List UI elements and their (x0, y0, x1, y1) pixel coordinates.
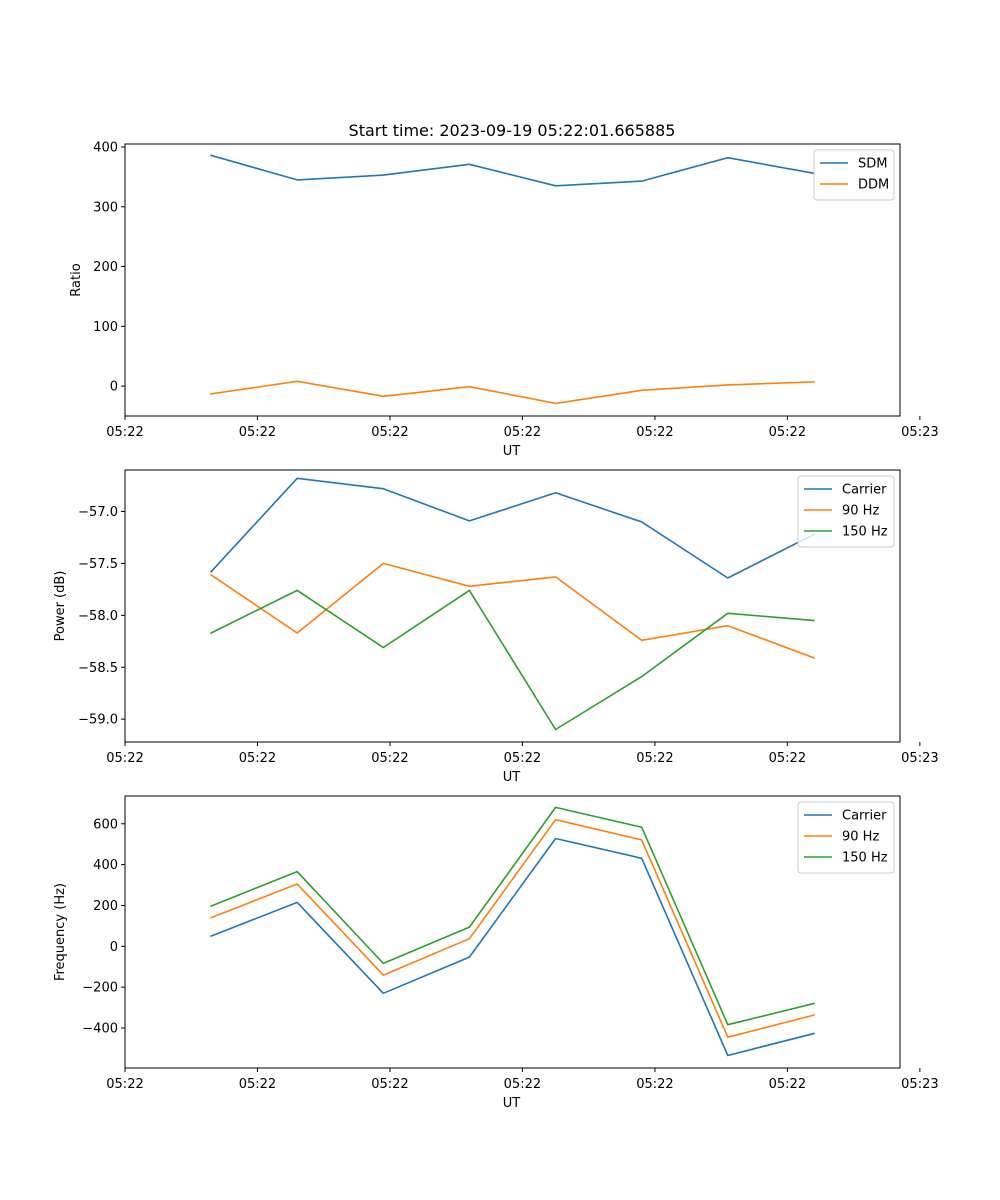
legend: SDM DDM (813, 149, 895, 201)
x-tick-label: 05:22 (371, 425, 408, 440)
x-axis-label: UT (503, 1096, 521, 1111)
series-line-150-hz (210, 806, 815, 1026)
y-tick-label: 0 (110, 940, 118, 955)
x-tick-label: 05:22 (504, 425, 541, 440)
figure-title: Start time: 2023-09-19 05:22:01.665885 (349, 121, 676, 140)
y-tick-label: −400 (82, 1021, 118, 1036)
x-tick-label: 05:22 (106, 751, 143, 766)
axes-frame (124, 143, 901, 417)
y-tick-label: −58.0 (78, 609, 118, 624)
y-tick-label: 200 (93, 899, 118, 914)
legend: Carrier 90 Hz 150 Hz (797, 801, 895, 874)
chart-ratio: 0 100 200 300 400 05:22 05:22 05:22 05:22 05:22 05… (69, 140, 939, 459)
x-tick-label: 05:22 (239, 425, 276, 440)
legend-label-carrier: Carrier (842, 483, 887, 498)
legend-label-150-hz: 150 Hz (842, 851, 888, 866)
x-tick-label: 05:22 (769, 751, 806, 766)
x-tick-label: 05:22 (636, 1077, 673, 1092)
y-tick-label: 400 (93, 140, 118, 155)
legend-box (797, 475, 895, 548)
y-tick-label: −59.0 (78, 713, 118, 728)
series-line-sdm (210, 154, 815, 187)
x-tick-label: 05:22 (504, 751, 541, 766)
legend-box (797, 801, 895, 874)
x-axis-label: UT (503, 770, 521, 785)
series-line-90-hz (210, 818, 815, 1038)
legend-label-90-hz: 90 Hz (842, 504, 879, 519)
legend-label-sdm: SDM (858, 157, 887, 172)
y-tick-label: −58.5 (78, 661, 118, 676)
series-line-carrier (209, 477, 815, 579)
series-line-90-hz (209, 562, 815, 659)
x-tick-label: 05:22 (239, 751, 276, 766)
x-tick-label: 05:23 (901, 1077, 938, 1092)
series-line-ddm (210, 380, 815, 405)
legend: Carrier 90 Hz 150 Hz (797, 475, 895, 548)
y-tick-label: −200 (82, 981, 118, 996)
chart-frequency: 600 400 200 0 −200 −400 05:22 05:22 05:22 05:22 05… (53, 795, 939, 1111)
series-line-carrier (210, 837, 815, 1057)
x-tick-label: 05:22 (371, 751, 408, 766)
y-tick-label: −57.5 (78, 557, 118, 572)
x-tick-label: 05:22 (106, 425, 143, 440)
x-axis-label: UT (503, 444, 521, 459)
x-tick-label: 05:23 (901, 425, 938, 440)
y-tick-label: 0 (110, 380, 118, 395)
plots: 0 100 200 300 400 05:22 05:22 05:22 05:22 05:22 05… (53, 140, 939, 1111)
series-line-150-hz (210, 589, 815, 731)
legend-label-150-hz: 150 Hz (842, 525, 888, 540)
x-tick-label: 05:22 (636, 751, 673, 766)
x-tick-label: 05:22 (504, 1077, 541, 1092)
x-tick-label: 05:22 (371, 1077, 408, 1092)
legend-label-90-hz: 90 Hz (842, 830, 879, 845)
legend-label-ddm: DDM (858, 178, 889, 193)
y-axis-label: Frequency (Hz) (53, 883, 68, 981)
x-tick-label: 05:22 (769, 425, 806, 440)
y-axis-label: Power (dB) (53, 571, 68, 642)
axes-frame (124, 469, 901, 743)
x-tick-label: 05:22 (636, 425, 673, 440)
y-tick-label: 100 (93, 320, 118, 335)
x-tick-label: 05:22 (239, 1077, 276, 1092)
y-axis-label: Ratio (69, 263, 84, 296)
axes-frame (124, 795, 901, 1069)
x-tick-label: 05:22 (106, 1077, 143, 1092)
legend-label-carrier: Carrier (842, 809, 887, 824)
y-tick-label: 600 (93, 817, 118, 832)
y-tick-label: 200 (93, 260, 118, 275)
y-tick-label: 300 (93, 200, 118, 215)
y-tick-label: −57.0 (78, 505, 118, 520)
y-tick-label: 400 (93, 858, 118, 873)
x-tick-label: 05:23 (901, 751, 938, 766)
x-tick-label: 05:22 (769, 1077, 806, 1092)
chart-power: −57.0 −57.5 −58.0 −58.5 −59.0 05:22 05:22 05:22… (53, 469, 939, 785)
